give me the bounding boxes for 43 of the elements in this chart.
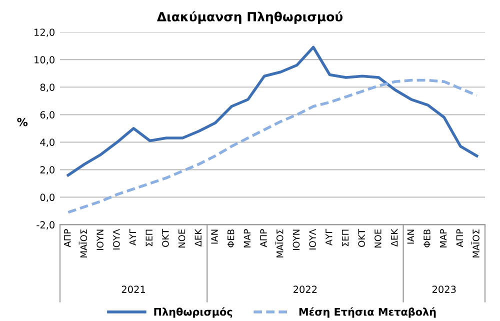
x-tick-label: ΔΕΚ xyxy=(391,228,398,247)
x-tick-label: ΑΠΡ xyxy=(64,229,71,248)
x-tick-label: ΑΥΓ xyxy=(326,228,332,246)
x-tick-label: ΔΕΚ xyxy=(194,228,202,247)
y-tick-label: 8,0 xyxy=(40,84,54,92)
x-tick-label: ΜΑΪΟΣ xyxy=(274,229,284,258)
x-tick-label: ΙΑΝ xyxy=(211,230,218,244)
line-series xyxy=(66,78,478,214)
x-tick-label: ΟΚΤ xyxy=(162,228,169,247)
x-tick-label: ΟΚΤ xyxy=(358,228,366,247)
y-tick-label: 0,0 xyxy=(40,194,54,202)
y-tick-label: 2,0 xyxy=(40,166,54,174)
y-tick-label: 12,0 xyxy=(34,28,54,37)
y-tick-label: 10,0 xyxy=(34,56,54,64)
x-tick-label: ΝΟΕ xyxy=(178,229,186,248)
text: 2021 xyxy=(122,286,146,294)
x-tick-label: ΑΠΡ xyxy=(260,229,267,248)
x-tick-label: ΙΟΥΛ xyxy=(113,228,120,250)
chart-title: Διακύμανση Πληθωρισμού xyxy=(156,11,343,24)
y-axis-title: % xyxy=(17,118,28,126)
y-tick-label: -2,0 xyxy=(36,221,54,230)
x-tick-label: ΙΑΝ xyxy=(407,230,414,244)
x-tick-label: ΜΑΡ xyxy=(440,229,447,248)
x-tick-label: ΦΕΒ xyxy=(228,230,234,248)
x-tick-label: ΙΟΥΝ xyxy=(292,230,300,250)
text: 2022 xyxy=(294,286,317,294)
x-tick-label: ΜΑΪΟΣ xyxy=(78,229,88,258)
x-tick-label: ΙΟΥΝ xyxy=(96,230,104,250)
legend-label: Πληθωρισμός xyxy=(154,307,232,318)
x-tick-label: ΜΑΡ xyxy=(244,229,250,248)
x-tick-label: ΣΕΠ xyxy=(342,230,349,246)
x-tick-label: ΝΟΕ xyxy=(374,229,382,248)
y-tick-label: 4,0 xyxy=(40,138,54,147)
y-tick-label: 6,0 xyxy=(40,111,54,120)
x-tick-label: ΙΟΥΛ xyxy=(309,228,316,250)
legend-label: Μέση Ετήσια Μεταβολή xyxy=(299,307,436,318)
x-tick-label: ΦΕΒ xyxy=(424,230,430,248)
x-tick-label: ΣΕΠ xyxy=(146,230,152,246)
x-tick-label: ΜΑΪΟΣ xyxy=(471,229,480,258)
x-tick-label: ΑΥΓ xyxy=(129,228,136,246)
line-series xyxy=(66,46,478,177)
text: 2023 xyxy=(432,286,456,294)
x-tick-label: ΑΠΡ xyxy=(456,229,463,248)
